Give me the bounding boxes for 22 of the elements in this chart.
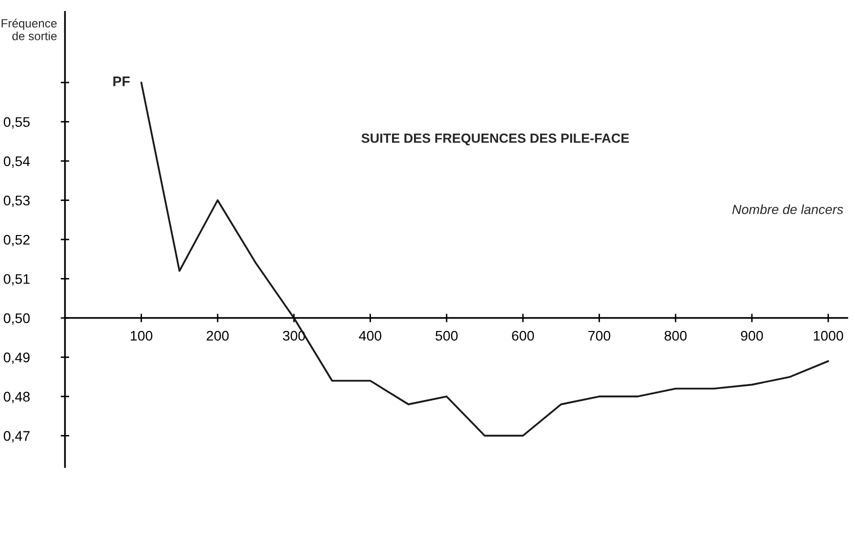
y-tick-label: 0,47 [4,431,30,443]
text: SUITE DES FREQUENCES DES PILE-FACE [361,134,629,146]
y-tick-label: 0,48 [4,392,30,404]
x-tick-label: 700 [588,330,610,341]
y-tick-label: 0,50 [4,313,30,325]
x-tick-label: 100 [130,330,152,341]
y-tick-label: 0,52 [4,234,30,246]
y-tick-label: 0,51 [4,274,30,286]
x-axis-title: Nombre de lancers [732,204,844,214]
y-tick-label: 0,54 [4,156,30,168]
x-tick-label: 900 [740,330,763,341]
x-tick-label: 200 [206,330,229,341]
x-tick-label: 600 [512,330,534,341]
y-tick-label: 0,53 [4,196,30,208]
annotation: PF [113,76,130,86]
x-tick-label: 1000 [814,330,844,341]
x-tick-label: 800 [664,330,687,341]
y-tick-label: 0,49 [4,352,30,364]
y-axis-title: Fréquence de sortie [2,18,57,40]
x-tick-label: 500 [436,330,458,341]
x-tick-label: 400 [359,330,382,341]
y-tick-label: 0,55 [4,117,30,129]
